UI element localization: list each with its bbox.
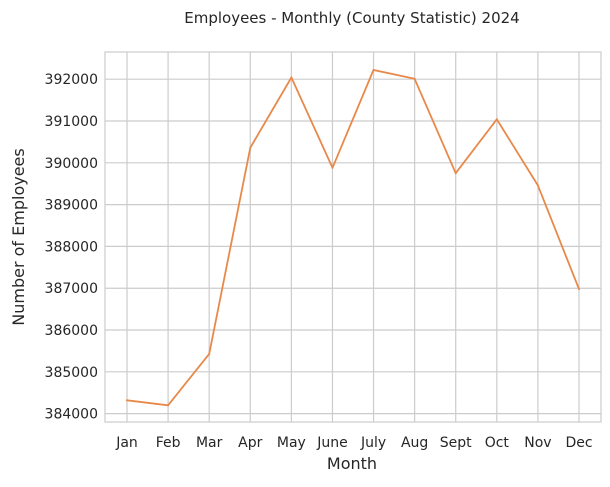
y-tick-label: 385000	[45, 365, 98, 381]
data-point	[249, 146, 252, 149]
x-tick-label: Oct	[485, 435, 510, 451]
x-tick-label: Feb	[156, 435, 181, 451]
y-tick-label: 389000	[45, 198, 98, 214]
y-axis-ticks: 384000 385000 386000 387000 388000 389000 3900…	[45, 72, 98, 422]
x-tick-label: Aug	[401, 435, 428, 451]
x-tick-label: Sept	[440, 435, 472, 451]
x-tick-label: Jan	[115, 435, 138, 451]
data-point	[578, 288, 580, 291]
plot-frame	[104, 51, 602, 423]
y-axis-label: Number of Employees	[9, 148, 28, 325]
y-tick-label: 391000	[45, 114, 98, 130]
x-axis-ticks: Jan Feb Mar Apr May June July Aug Sept Oct Nov Dec	[115, 435, 592, 451]
series-layer	[126, 68, 580, 407]
data-point	[331, 166, 334, 169]
x-tick-label: Nov	[524, 435, 551, 451]
data-point	[372, 68, 375, 71]
y-tick-label: 384000	[45, 407, 98, 423]
y-tick-label: 386000	[45, 323, 98, 339]
x-tick-label: Dec	[565, 435, 592, 451]
x-tick-label: June	[316, 435, 348, 451]
y-tick-label: 388000	[45, 239, 98, 255]
data-point	[208, 352, 211, 355]
y-tick-label: 392000	[45, 72, 98, 88]
y-tick-label: 387000	[45, 281, 98, 297]
grid	[105, 52, 601, 422]
chart-title: Employees - Monthly (County Statistic) 2…	[184, 9, 519, 27]
y-tick-label: 390000	[45, 156, 98, 172]
data-point	[290, 76, 293, 79]
data-point	[495, 118, 498, 121]
x-tick-label: Mar	[196, 435, 223, 451]
x-tick-label: July	[360, 435, 386, 451]
series-line	[126, 69, 580, 407]
data-point	[413, 77, 416, 80]
data-point	[454, 172, 457, 175]
data-point	[126, 399, 128, 402]
x-tick-label: May	[277, 435, 306, 451]
x-tick-label: Apr	[238, 435, 262, 451]
data-point	[167, 404, 170, 407]
x-axis-label: Month	[327, 454, 377, 473]
data-point	[536, 184, 539, 187]
